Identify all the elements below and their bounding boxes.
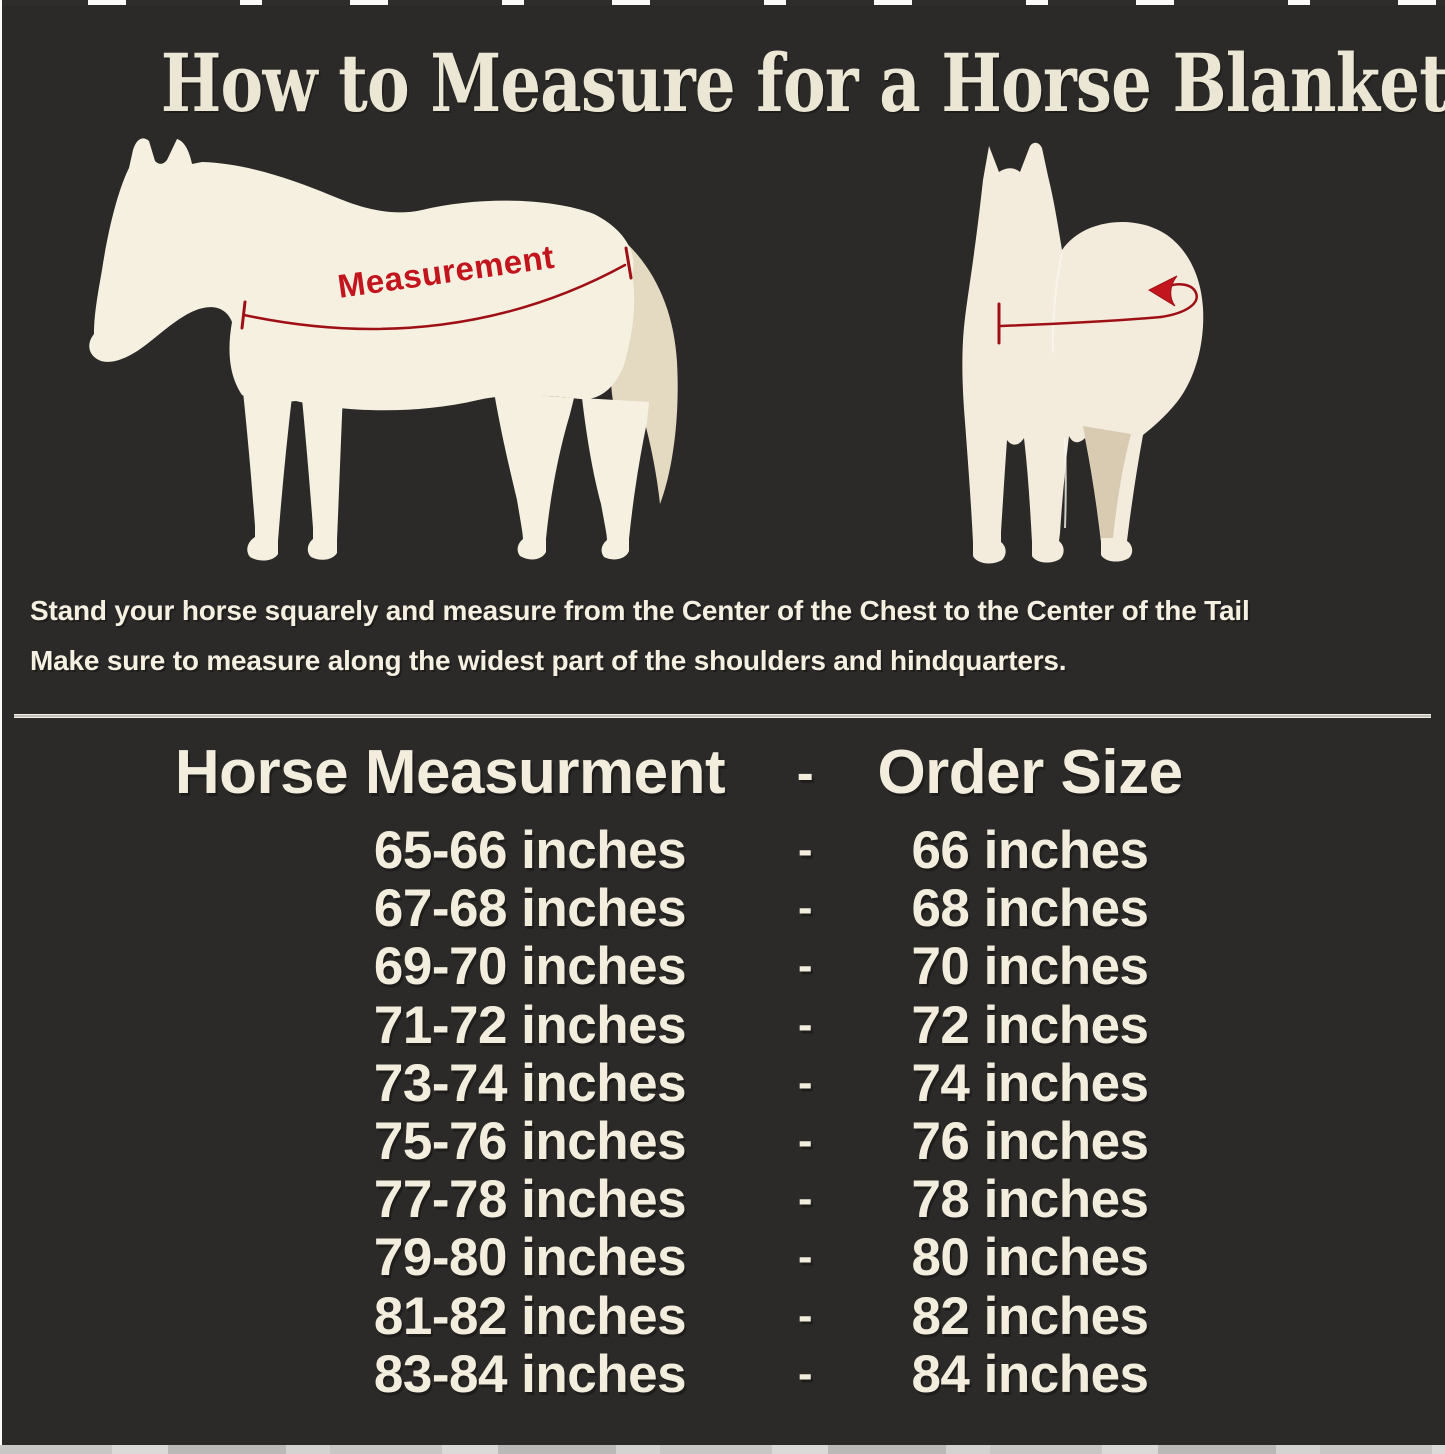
- separator-cell: -: [798, 884, 812, 933]
- measurement-line: [997, 283, 1198, 345]
- size-row: 79-80 inches - 80 inches: [0, 1227, 1445, 1288]
- order-size-cell: 70 inches: [911, 937, 1149, 997]
- separator-cell: -: [798, 1175, 812, 1224]
- side-view-horse-illustration: [89, 138, 678, 561]
- measurement-range-cell: 77-78 inches: [373, 1170, 687, 1230]
- order-size-cell: 82 inches: [911, 1286, 1149, 1346]
- size-row: 77-78 inches - 78 inches: [0, 1169, 1445, 1230]
- measurement-range-cell: 71-72 inches: [373, 995, 687, 1055]
- measurement-line: [240, 246, 633, 331]
- measurement-range-cell: 69-70 inches: [373, 937, 687, 997]
- horse-legs: [242, 382, 649, 561]
- measurement-range-cell: 79-80 inches: [373, 1228, 687, 1288]
- instructions-text: Stand your horse squarely and measure fr…: [30, 586, 1425, 686]
- front-view-horse-illustration: [962, 142, 1204, 564]
- separator-cell: -: [798, 1291, 812, 1340]
- measurement-range-cell: 65-66 inches: [373, 821, 687, 880]
- size-table-header: Horse Measurment - Order Size: [0, 730, 1445, 814]
- order-size-cell: 66 inches: [911, 821, 1149, 880]
- instructions-line-1: Stand your horse squarely and measure fr…: [30, 595, 1250, 626]
- separator-cell: -: [798, 1116, 812, 1165]
- instructions-line-2: Make sure to measure along the widest pa…: [30, 645, 1067, 676]
- size-row: 65-66 inches - 66 inches: [0, 820, 1445, 880]
- separator-cell: -: [798, 1058, 812, 1107]
- size-row: 81-82 inches - 82 inches: [0, 1286, 1445, 1346]
- order-size-cell: 78 inches: [911, 1170, 1149, 1230]
- size-row: 71-72 inches - 72 inches: [0, 995, 1445, 1055]
- table-header-separator: -: [796, 743, 814, 801]
- order-size-cell: 74 inches: [911, 1053, 1149, 1113]
- separator-cell: -: [798, 1349, 812, 1398]
- page-title: How to Measure for a Horse Blanket: [160, 36, 1445, 130]
- title-row: How to Measure for a Horse Blanket: [0, 36, 1445, 130]
- top-edge-strip: [0, 0, 1445, 5]
- table-header-size: Order Size: [877, 737, 1183, 807]
- bottom-edge-strip: [0, 1445, 1445, 1454]
- size-table-rows: 65-66 inches - 66 inches 67-68 inches - …: [0, 820, 1445, 1404]
- order-size-cell: 72 inches: [911, 995, 1149, 1055]
- size-row: 67-68 inches - 68 inches: [0, 878, 1445, 939]
- table-header-measurement: Horse Measurment: [174, 737, 726, 807]
- size-row: 73-74 inches - 74 inches: [0, 1053, 1445, 1113]
- size-row: 83-84 inches - 84 inches: [0, 1344, 1445, 1404]
- measurement-arrow-icon: [1147, 275, 1178, 307]
- horse-diagrams: Measurement: [0, 0, 1445, 600]
- order-size-cell: 76 inches: [911, 1111, 1149, 1171]
- left-edge-strip: [0, 0, 2, 1445]
- separator-cell: -: [798, 942, 812, 991]
- order-size-cell: 84 inches: [911, 1344, 1149, 1404]
- separator-cell: -: [798, 826, 812, 874]
- separator-cell: -: [798, 1000, 812, 1049]
- measurement-range-cell: 73-74 inches: [373, 1053, 687, 1113]
- order-size-cell: 68 inches: [911, 879, 1149, 939]
- measurement-range-cell: 75-76 inches: [373, 1111, 687, 1171]
- size-row: 69-70 inches - 70 inches: [0, 936, 1445, 997]
- measurement-range-cell: 67-68 inches: [373, 879, 687, 939]
- horse-hind-leg-shading: [1083, 426, 1131, 538]
- horse-body: [89, 138, 635, 411]
- horse-body: [962, 142, 1204, 564]
- divider-line: [14, 714, 1431, 718]
- size-table: Horse Measurment - Order Size 65-66 inch…: [0, 730, 1445, 1404]
- horse-contour-lines: [1051, 252, 1067, 529]
- separator-cell: -: [798, 1233, 812, 1282]
- order-size-cell: 80 inches: [911, 1228, 1149, 1288]
- measurement-range-cell: 83-84 inches: [373, 1344, 687, 1404]
- size-row: 75-76 inches - 76 inches: [0, 1111, 1445, 1171]
- measurement-range-cell: 81-82 inches: [373, 1286, 687, 1346]
